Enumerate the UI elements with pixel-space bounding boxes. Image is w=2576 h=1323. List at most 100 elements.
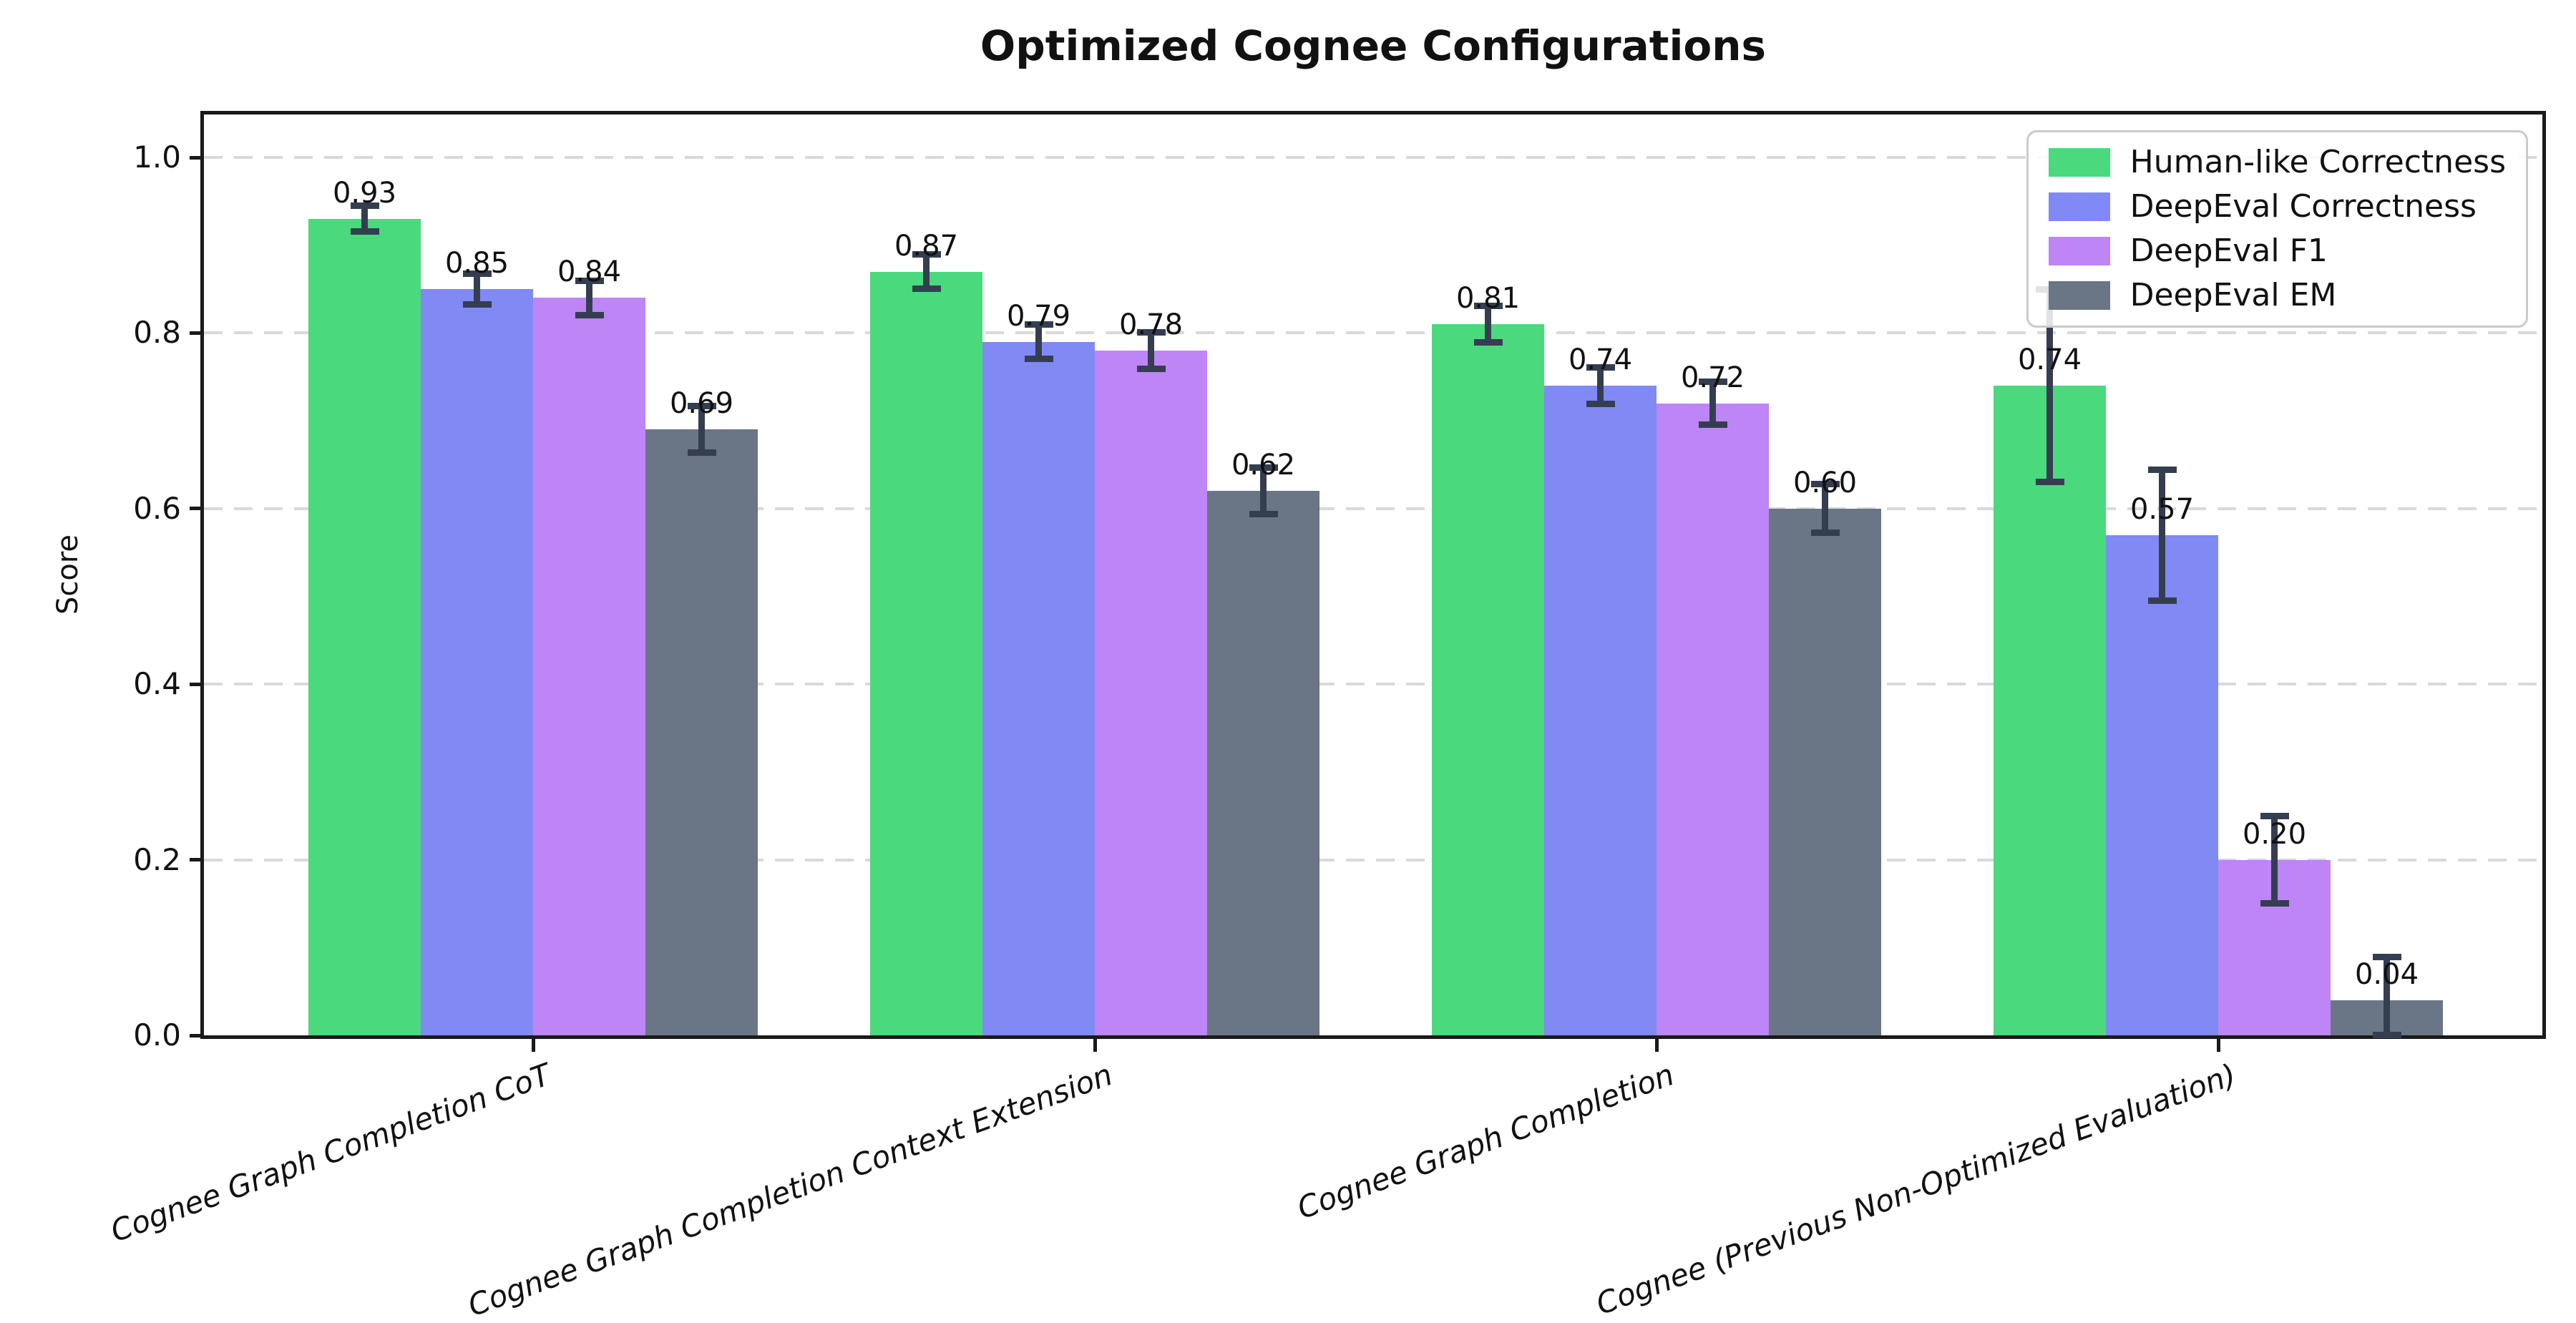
gridline xyxy=(204,331,2542,335)
error-bar-cap-bottom xyxy=(2035,478,2064,485)
legend-item-label: Human-like Correctness xyxy=(2129,144,2506,180)
error-bar-line xyxy=(1597,367,1604,404)
bar-value-label: 0.93 xyxy=(332,176,397,210)
error-bar-cap-top xyxy=(912,250,941,258)
y-tick-label: 0.6 xyxy=(133,490,181,526)
x-tick-mark xyxy=(2216,1039,2220,1052)
error-bar-cap-bottom xyxy=(350,228,379,235)
error-bar-cap-top xyxy=(462,270,492,277)
y-tick-label: 1.0 xyxy=(133,140,181,175)
error-bar-line xyxy=(1035,324,1042,360)
bar xyxy=(982,341,1095,1035)
error-bar-cap-bottom xyxy=(1473,338,1503,346)
error-bar-cap-top xyxy=(2372,953,2401,960)
error-bar-cap-bottom xyxy=(1810,529,1840,537)
bar xyxy=(1432,324,1544,1035)
error-bar-cap-bottom xyxy=(1698,421,1727,429)
y-tick-mark xyxy=(190,507,204,511)
error-bar-line xyxy=(923,253,930,290)
legend-swatch xyxy=(2048,281,2110,310)
legend-swatch xyxy=(2048,192,2110,221)
error-bar-line xyxy=(1709,381,1716,426)
legend-item-label: DeepEval F1 xyxy=(2129,233,2328,269)
error-bar-cap-bottom xyxy=(1024,356,1053,363)
error-bar-cap-bottom xyxy=(1586,400,1615,407)
chart-title: Optimized Cognee Configurations xyxy=(980,21,1767,70)
bar-value-label: 0.78 xyxy=(1118,308,1184,341)
bar xyxy=(1994,386,2106,1035)
legend-item-label: DeepEval Correctness xyxy=(2129,188,2477,225)
x-tick-label: Cognee Graph Completion xyxy=(1292,1057,1679,1226)
error-bar-line xyxy=(2159,469,2165,601)
error-bar-line xyxy=(2384,956,2390,1035)
bar-value-label: 0.74 xyxy=(2017,343,2082,377)
bar-value-label: 0.69 xyxy=(669,387,734,421)
gridline xyxy=(204,507,2542,510)
bar-value-label: 0.60 xyxy=(1792,466,1858,499)
bar xyxy=(2106,534,2218,1035)
error-bar-line xyxy=(2271,816,2278,904)
bar-value-label: 0.85 xyxy=(444,247,509,280)
legend-item: DeepEval EM xyxy=(2048,277,2506,314)
error-bar-cap-top xyxy=(350,202,379,210)
error-bar-cap-bottom xyxy=(2260,899,2289,907)
y-tick-mark xyxy=(190,331,204,335)
bar xyxy=(1544,386,1657,1035)
error-bar-line xyxy=(474,273,480,306)
bar-chart: Optimized Cognee Configurations Score Hu… xyxy=(52,21,2546,1323)
legend-item: DeepEval F1 xyxy=(2048,233,2506,270)
error-bar-cap-bottom xyxy=(912,285,941,293)
x-tick-label: Cognee (Previous Non-Optimized Evaluatio… xyxy=(1591,1057,2240,1322)
error-bar-cap-top xyxy=(687,403,716,410)
bar-value-label: 0.20 xyxy=(2242,817,2307,851)
plot-area: Human-like Correctness DeepEval Correctne… xyxy=(106,111,2546,1323)
error-bar-line xyxy=(2046,289,2053,482)
bar-value-label: 0.04 xyxy=(2354,957,2419,991)
y-tick-mark xyxy=(190,858,204,862)
legend-item: Human-like Correctness xyxy=(2048,144,2506,181)
bar-value-label: 0.81 xyxy=(1455,282,1521,316)
error-bar-cap-top xyxy=(1698,378,1727,385)
legend: Human-like Correctness DeepEval Correctne… xyxy=(2026,130,2528,328)
bar xyxy=(421,289,533,1035)
bar xyxy=(1657,403,1769,1035)
error-bar-line xyxy=(1260,467,1267,515)
x-tick-label: Cognee Graph Completion Context Extensio… xyxy=(463,1057,1117,1323)
bar xyxy=(533,298,645,1035)
bar-value-label: 0.62 xyxy=(1231,449,1296,482)
y-tick-mark xyxy=(190,682,204,686)
gridline xyxy=(204,858,2542,861)
error-bar-cap-top xyxy=(1249,464,1278,472)
error-bar-line xyxy=(1485,306,1491,343)
bar xyxy=(1095,350,1207,1035)
bar-value-label: 0.72 xyxy=(1680,361,1745,394)
error-bar-cap-top xyxy=(2147,466,2177,473)
legend-swatch xyxy=(2048,237,2110,265)
bar-value-label: 0.57 xyxy=(2129,492,2195,526)
error-bar-line xyxy=(361,205,368,233)
error-bar-cap-top xyxy=(1136,329,1166,336)
y-tick-mark xyxy=(190,155,204,160)
error-bar-line xyxy=(1148,332,1154,369)
x-tick-label: Cognee Graph Completion CoT xyxy=(106,1057,555,1249)
y-tick-mark xyxy=(190,1033,204,1038)
error-bar-cap-bottom xyxy=(2147,597,2177,604)
x-tick-mark xyxy=(531,1039,535,1052)
bar xyxy=(1769,508,1881,1035)
legend-swatch xyxy=(2048,148,2110,177)
y-tick-label: 0.2 xyxy=(133,841,181,877)
bar xyxy=(645,429,758,1035)
x-tick-mark xyxy=(1093,1039,1097,1052)
bar-value-label: 0.87 xyxy=(894,229,959,263)
bar xyxy=(308,218,421,1035)
legend-item: DeepEval Correctness xyxy=(2048,188,2506,225)
bar xyxy=(870,271,982,1035)
error-bar-cap-top xyxy=(1586,364,1615,371)
error-bar-cap-top xyxy=(575,277,604,284)
error-bar-cap-bottom xyxy=(462,301,492,308)
gridline xyxy=(204,156,2542,159)
bar-value-label: 0.74 xyxy=(1568,343,1633,377)
error-bar-cap-bottom xyxy=(575,311,604,318)
y-tick-label: 0.4 xyxy=(133,666,181,702)
bar xyxy=(1207,491,1319,1035)
